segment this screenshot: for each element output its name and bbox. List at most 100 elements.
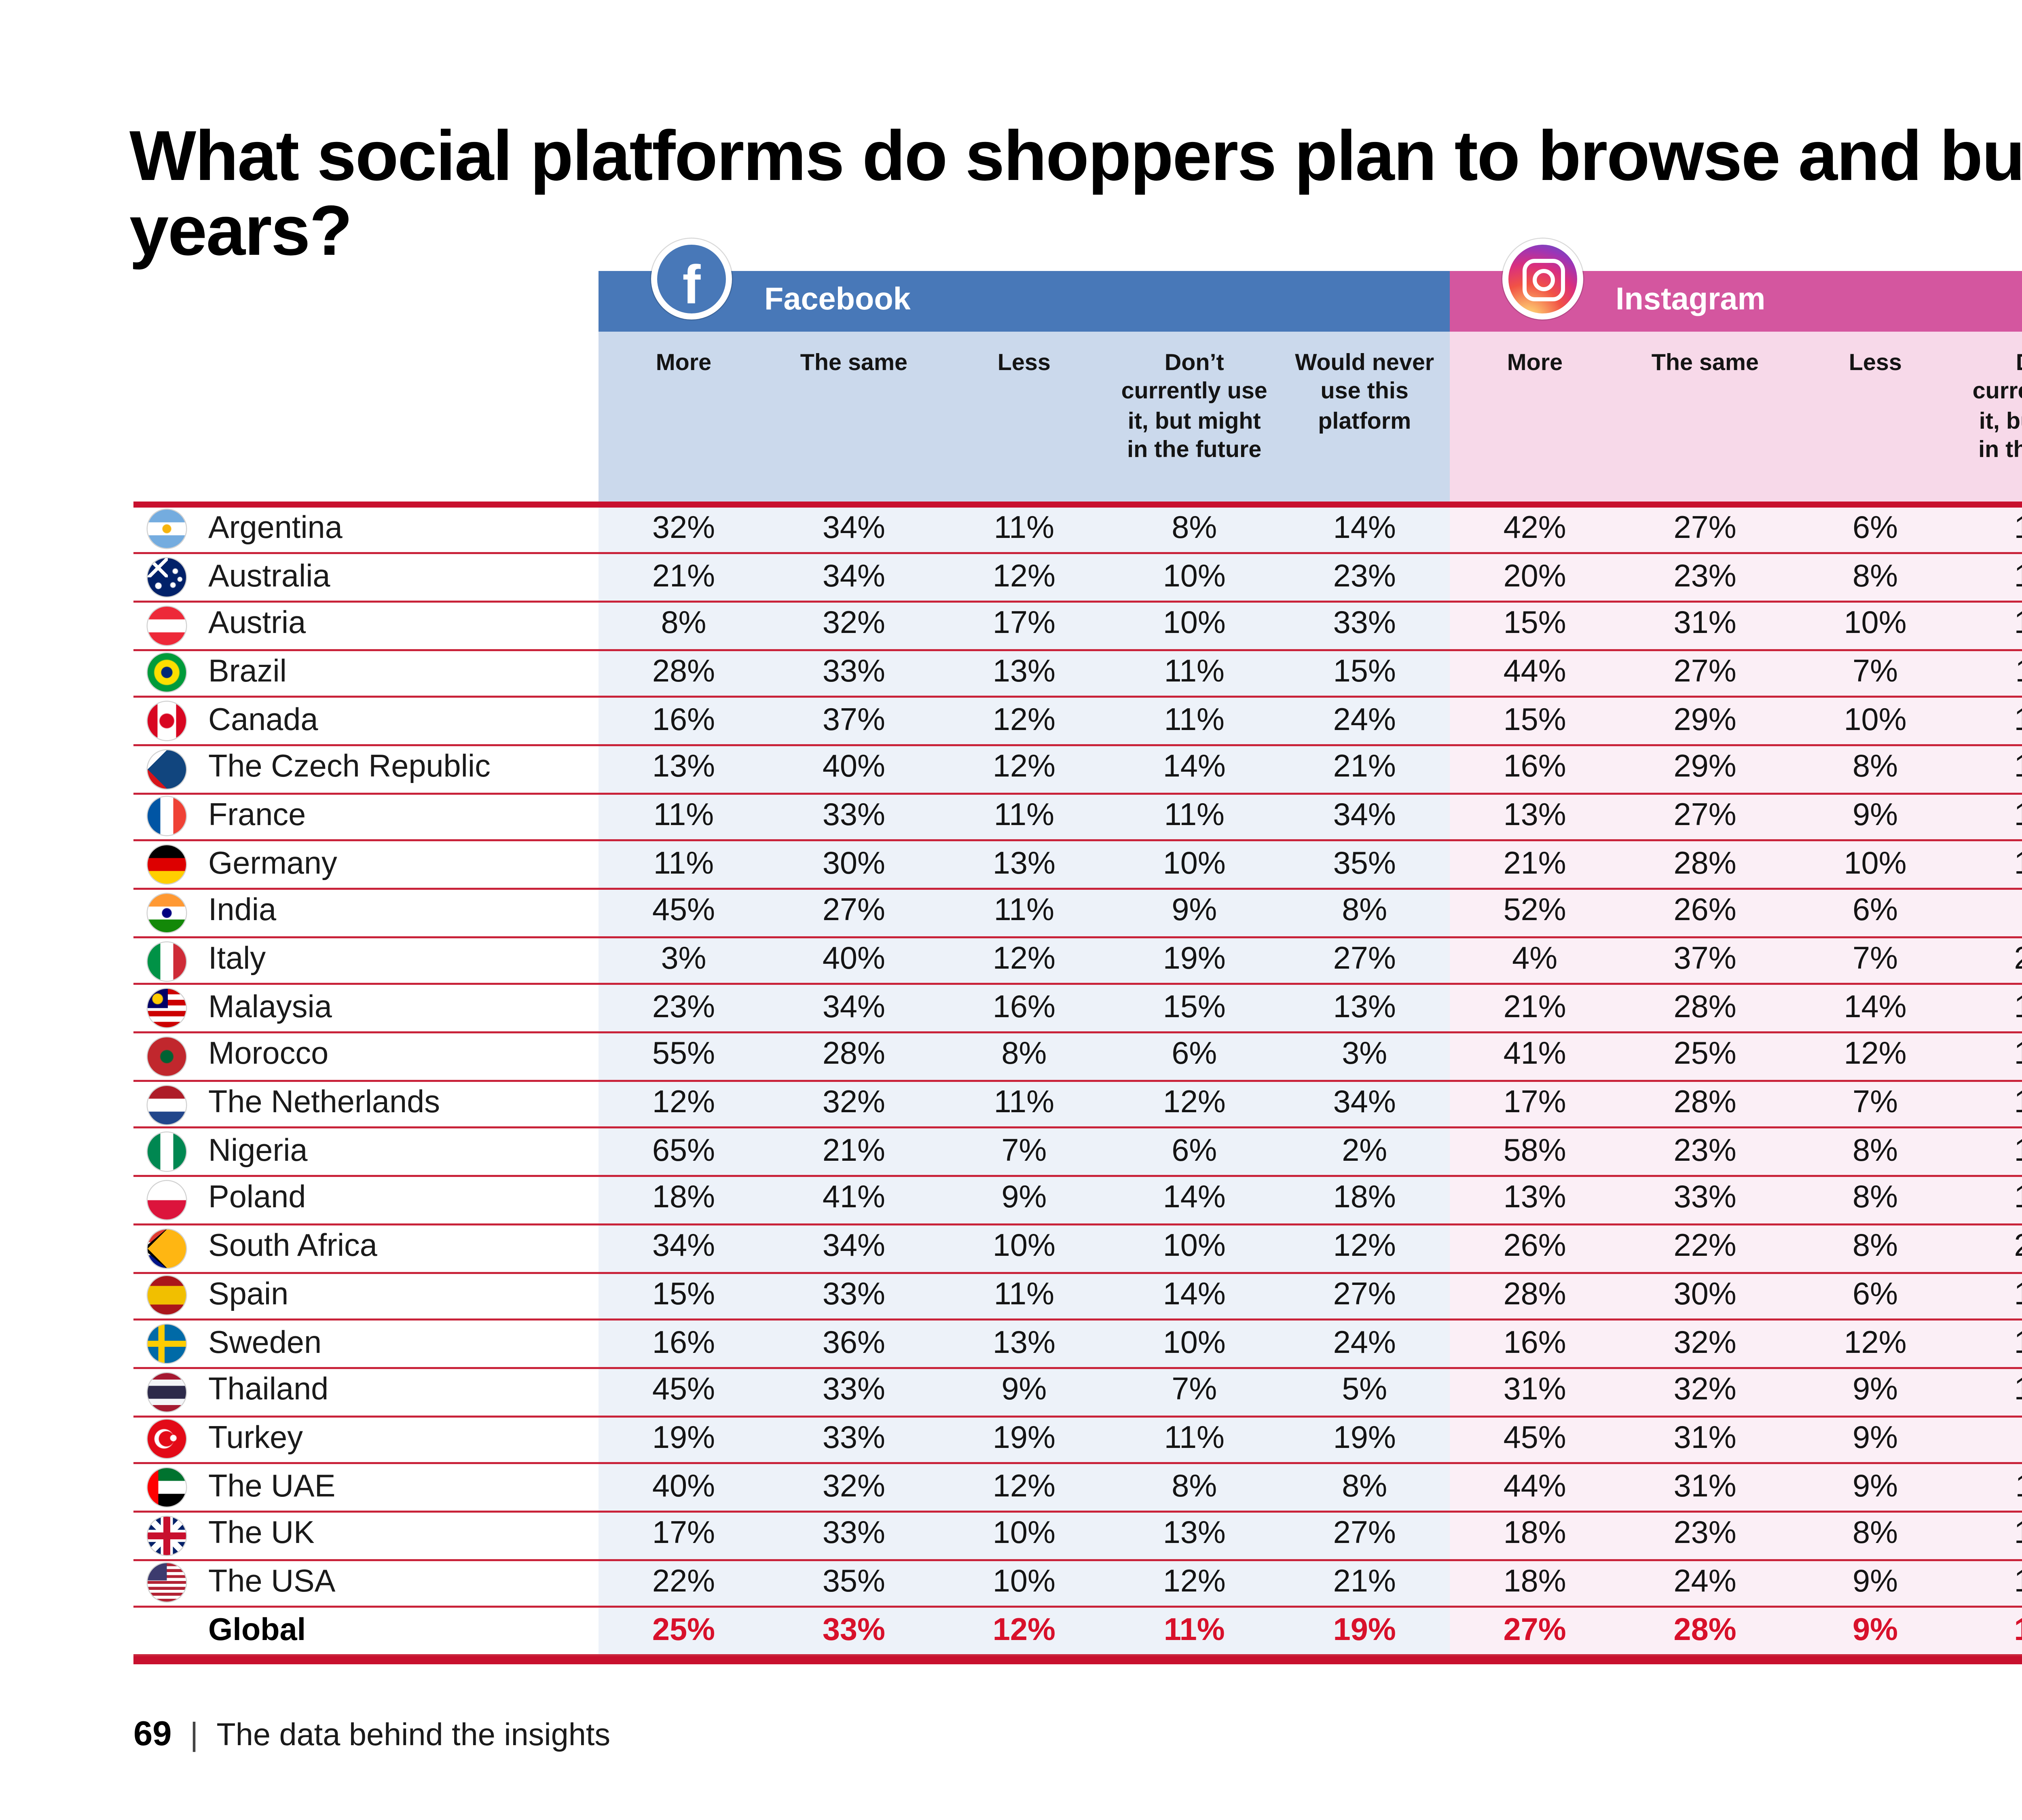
facebook-value: 11% — [1109, 794, 1280, 840]
instagram-value: 12% — [1960, 1081, 2022, 1128]
instagram-value: 12% — [1790, 1033, 1961, 1079]
country-cell: Spain — [133, 1273, 599, 1319]
instagram-value: 21% — [1449, 985, 1620, 1032]
table-top-rule — [133, 502, 2022, 507]
facebook-value: 10% — [939, 1512, 1109, 1559]
column-header: Don’t currently use it, but might in the… — [1972, 352, 2022, 463]
facebook-value: 10% — [939, 1560, 1109, 1606]
facebook-value: 13% — [939, 842, 1109, 888]
flag-germany-icon — [148, 845, 186, 884]
country-name: Canada — [208, 703, 318, 737]
instagram-value: 11% — [1960, 650, 2022, 696]
instagram-value: 44% — [1449, 650, 1620, 696]
country-name: Australia — [208, 559, 330, 594]
flag-uk-icon — [148, 1516, 186, 1555]
country-cell: The USA — [133, 1560, 599, 1606]
flag-australia-icon — [148, 558, 186, 597]
facebook-value: 10% — [1109, 602, 1280, 648]
flag-brazil-icon — [148, 654, 186, 693]
country-cell: The Czech Republic — [133, 746, 599, 792]
table-row: The Czech Republic 13% 40% 12% 14% 21% 16% 29% 8… — [133, 746, 2022, 794]
instagram-value: 18% — [1449, 1512, 1620, 1559]
facebook-value: 9% — [939, 1369, 1109, 1415]
flag-poland-icon — [148, 1181, 186, 1219]
facebook-value: 12% — [939, 746, 1109, 792]
table-row: Malaysia23%34%16%15%13%21%28%14%18%19%57… — [133, 985, 2022, 1034]
table-row: Turkey19%33%19%11%19%45%31%9%9%6%16%23%1… — [133, 1416, 2022, 1465]
facebook-value: 10% — [1109, 554, 1280, 601]
facebook-value: 28% — [599, 650, 769, 696]
instagram-value: 12% — [1960, 698, 2022, 744]
platform-name: Facebook — [764, 283, 911, 317]
facebook-value: 3% — [1279, 1033, 1450, 1079]
table-row: The Netherlands12%32%11%12%34%17%28%7%12… — [133, 1081, 2022, 1130]
instagram-value: 23% — [1620, 1512, 1790, 1559]
instagram-value: 58% — [1449, 1129, 1620, 1175]
country-cell: The UK — [133, 1512, 599, 1559]
footer: 69 | The data behind the insights — [133, 1715, 610, 1755]
instagram-value: 10% — [1960, 842, 2022, 888]
facebook-value: 40% — [768, 746, 939, 792]
instagram-value: 23% — [1620, 554, 1790, 601]
instagram-value: 9% — [1790, 794, 1961, 840]
instagram-value: 10% — [1960, 602, 2022, 648]
flag-austria-icon — [148, 606, 186, 645]
facebook-value: 10% — [1109, 1225, 1280, 1271]
instagram-value: 21% — [1449, 842, 1620, 888]
facebook-value: 11% — [1109, 650, 1280, 696]
instagram-value: 31% — [1620, 1464, 1790, 1511]
facebook-value: 23% — [1279, 554, 1450, 601]
facebook-value: 34% — [768, 506, 939, 552]
facebook-value: 13% — [1279, 985, 1450, 1032]
instagram-value: 44% — [1449, 1464, 1620, 1511]
facebook-value: 14% — [1109, 1177, 1280, 1223]
flag-spain-icon — [148, 1276, 186, 1315]
country-cell: Canada — [133, 698, 599, 744]
table-row: Sweden16%36%13%10%24%16%32%12%10%30%11%2… — [133, 1321, 2022, 1369]
instagram-value: 7% — [1790, 938, 1961, 984]
column-headers: More The same Less Don’t currently use it, … — [599, 332, 2022, 502]
country-name: Argentina — [208, 511, 343, 546]
facebook-value: 12% — [1109, 1560, 1280, 1606]
instagram-value: 10% — [1790, 602, 1961, 648]
instagram-value: 14% — [1960, 1273, 2022, 1319]
facebook-value: 9% — [939, 1177, 1109, 1223]
facebook-value: 11% — [939, 890, 1109, 936]
facebook-value: 13% — [599, 746, 769, 792]
facebook-value: 33% — [1279, 602, 1450, 648]
facebook-value: 7% — [939, 1129, 1109, 1175]
instagram-value: 9% — [1790, 1416, 1961, 1463]
column-header: Less — [1849, 352, 1902, 376]
instagram-value: 42% — [1449, 506, 1620, 552]
facebook-value: 9% — [1109, 890, 1280, 936]
instagram-value: 9% — [1790, 1560, 1961, 1606]
instagram-value: 16% — [1960, 1033, 2022, 1079]
flag-uae-icon — [148, 1468, 186, 1507]
facebook-value: 17% — [599, 1512, 769, 1559]
country-name: Spain — [208, 1278, 289, 1312]
country-cell: Global — [133, 1608, 599, 1654]
flag-spacer — [148, 1612, 186, 1651]
country-name: Brazil — [208, 655, 287, 690]
table-row: Thailand45%33%9%7%5%31%32%9%15%13%65%21%… — [133, 1369, 2022, 1417]
facebook-value: 33% — [768, 1512, 939, 1559]
facebook-value: 7% — [1109, 1369, 1280, 1415]
facebook-value: 33% — [768, 794, 939, 840]
instagram-value: 24% — [1960, 1225, 2022, 1271]
instagram-value: 52% — [1449, 890, 1620, 936]
country-name: Sweden — [208, 1325, 322, 1360]
table-body: Argentina32%34%11%8%14%42%27%6%15%11%15%… — [133, 506, 2022, 1656]
facebook-value: 11% — [939, 1081, 1109, 1128]
table-row: Germany11%30%13%10%35%21%28%10%10%31%17%… — [133, 842, 2022, 890]
facebook-value: 40% — [768, 938, 939, 984]
instagram-value: 18% — [1449, 1560, 1620, 1606]
instagram-value: 6% — [1790, 1273, 1961, 1319]
facebook-value: 5% — [1279, 1369, 1450, 1415]
instagram-value: 26% — [1449, 1225, 1620, 1271]
facebook-value: 3% — [599, 938, 769, 984]
facebook-value: 12% — [939, 698, 1109, 744]
facebook-value: 21% — [1279, 1560, 1450, 1606]
facebook-value: 12% — [1279, 1225, 1450, 1271]
facebook-value: 25% — [599, 1608, 769, 1654]
facebook-value: 13% — [939, 650, 1109, 696]
